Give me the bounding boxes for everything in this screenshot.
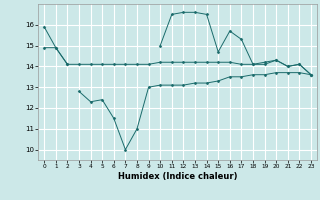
X-axis label: Humidex (Indice chaleur): Humidex (Indice chaleur) [118,172,237,181]
